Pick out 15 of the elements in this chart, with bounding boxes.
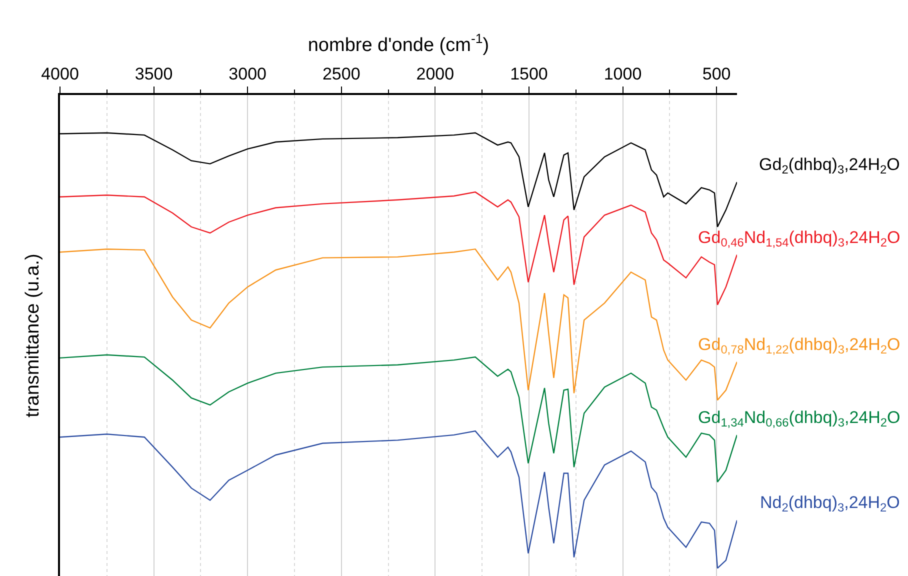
- text: Gd$_{0,78}$Nd$_{1,22}$(dhbq)$_{3}$,24H$_{2}$O: [698, 335, 900, 357]
- y-axis-title: transmittance (u.a.): [22, 254, 44, 418]
- x-tick-label: 1500: [510, 64, 548, 84]
- series-label: Gd$_{2}$(dhbq)$_{3}$,24H$_{2}$O: [759, 155, 900, 177]
- x-axis-title: nombre d'onde (cm$^{-1}$): [308, 30, 490, 56]
- series-label: Nd$_{2}$(dhbq)$_{3}$,24H$_{2}$O: [760, 493, 900, 515]
- x-tick-label: 1000: [604, 64, 642, 84]
- text: Gd$_{1,34}$Nd$_{0,66}$(dhbq)$_{3}$,24H$_{2}$O: [698, 408, 900, 430]
- x-tick-label: 4000: [41, 64, 79, 84]
- x-tick-label: 3000: [228, 64, 267, 84]
- x-tick-label: 2000: [416, 64, 454, 84]
- x-tick-label: 500: [702, 64, 731, 84]
- x-tick-label: 2500: [322, 64, 360, 84]
- x-tick-label: 3500: [134, 64, 173, 84]
- text: Gd$_{0,46}$Nd$_{1,54}$(dhbq)$_{3}$,24H$_{2}$O: [698, 228, 900, 250]
